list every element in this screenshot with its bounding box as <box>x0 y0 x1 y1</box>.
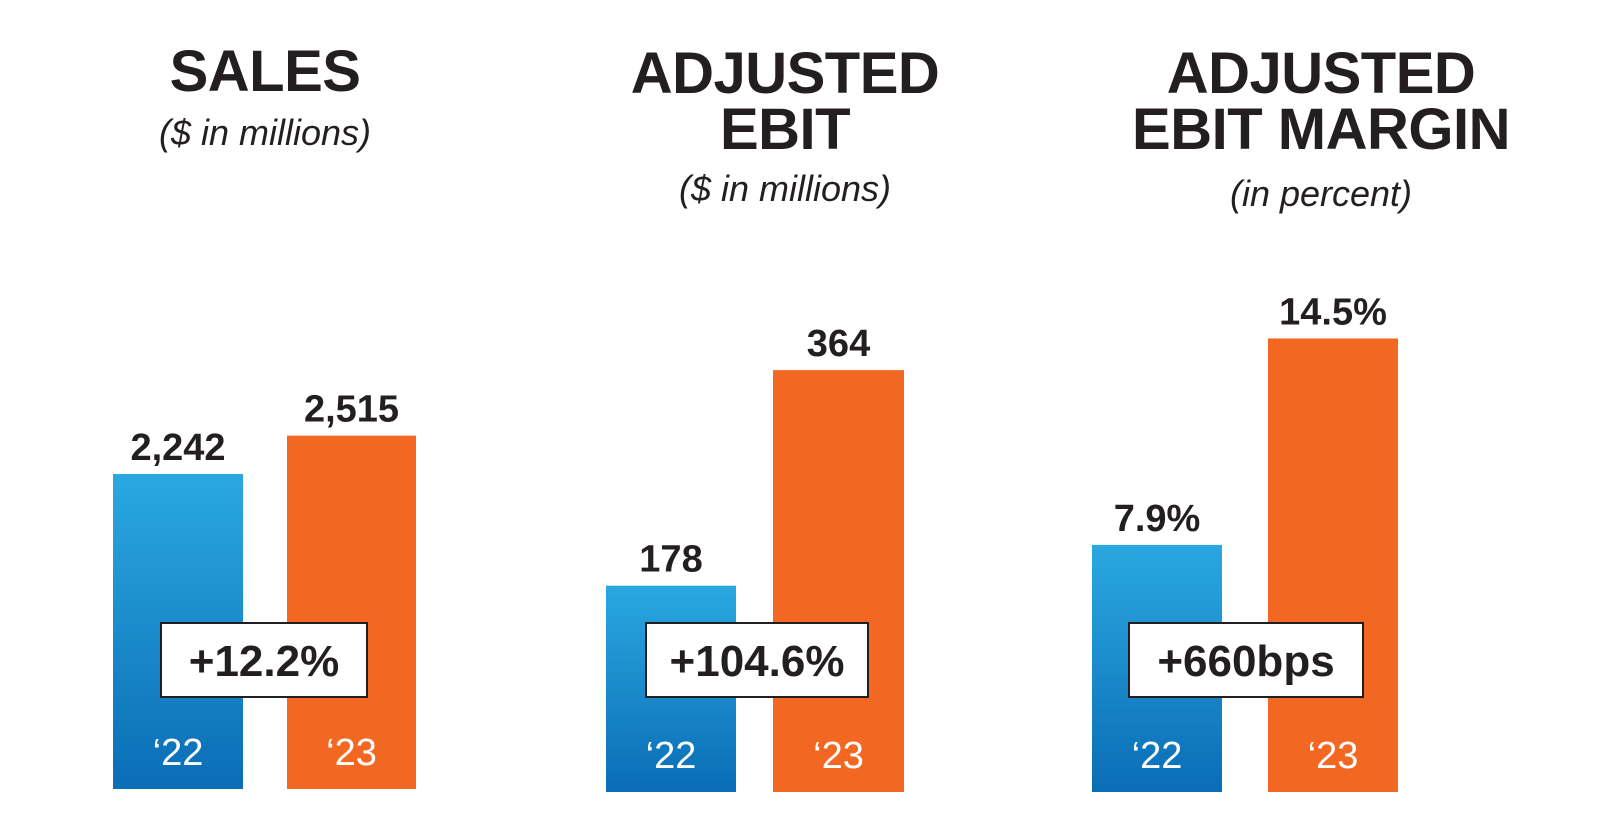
category-label: ‘22 <box>646 735 697 777</box>
adjusted-ebit-panel: ADJUSTED EBIT ($ in millions) 178 ‘22 364 ‘… <box>530 0 1040 831</box>
category-label: ‘23 <box>813 735 864 777</box>
bar-2023 <box>1268 338 1398 792</box>
bar-2023 <box>287 435 416 789</box>
data-label: 2,242 <box>130 427 225 469</box>
chart-title: SALES <box>169 39 361 104</box>
change-badge: +12.2% <box>160 622 368 698</box>
adjusted-ebit-margin-panel: ADJUSTED EBIT MARGIN (in percent) 7.9% ‘2… <box>1040 0 1602 831</box>
adjusted-ebit-bar-chart: 178 ‘22 364 ‘23 <box>606 323 904 792</box>
chart-subtitle: (in percent) <box>1229 173 1413 214</box>
category-label: ‘22 <box>153 732 204 774</box>
bar-2023 <box>773 370 904 792</box>
category-label: ‘23 <box>1308 735 1359 777</box>
data-label: 364 <box>807 323 870 365</box>
chart-subtitle: ($ in millions) <box>678 168 892 209</box>
sales-panel: SALES ($ in millions) 2,242 ‘22 2,515 ‘23 +… <box>0 0 530 831</box>
category-label: ‘22 <box>1132 735 1183 777</box>
chart-title: ADJUSTED EBIT <box>630 41 940 162</box>
data-label: 14.5% <box>1279 291 1387 333</box>
adjusted-ebit-margin-bar-chart: 7.9% ‘22 14.5% ‘23 <box>1092 291 1398 792</box>
data-label: 2,515 <box>304 389 399 431</box>
chart-title: ADJUSTED EBIT MARGIN <box>1132 41 1510 162</box>
chart-subtitle: ($ in millions) <box>158 112 372 153</box>
change-badge: +104.6% <box>645 622 869 698</box>
data-label: 178 <box>639 539 702 581</box>
sales-bar-chart: 2,242 ‘22 2,515 ‘23 <box>113 389 416 789</box>
category-label: ‘23 <box>326 732 377 774</box>
data-label: 7.9% <box>1114 498 1201 540</box>
change-badge: +660bps <box>1128 622 1364 698</box>
